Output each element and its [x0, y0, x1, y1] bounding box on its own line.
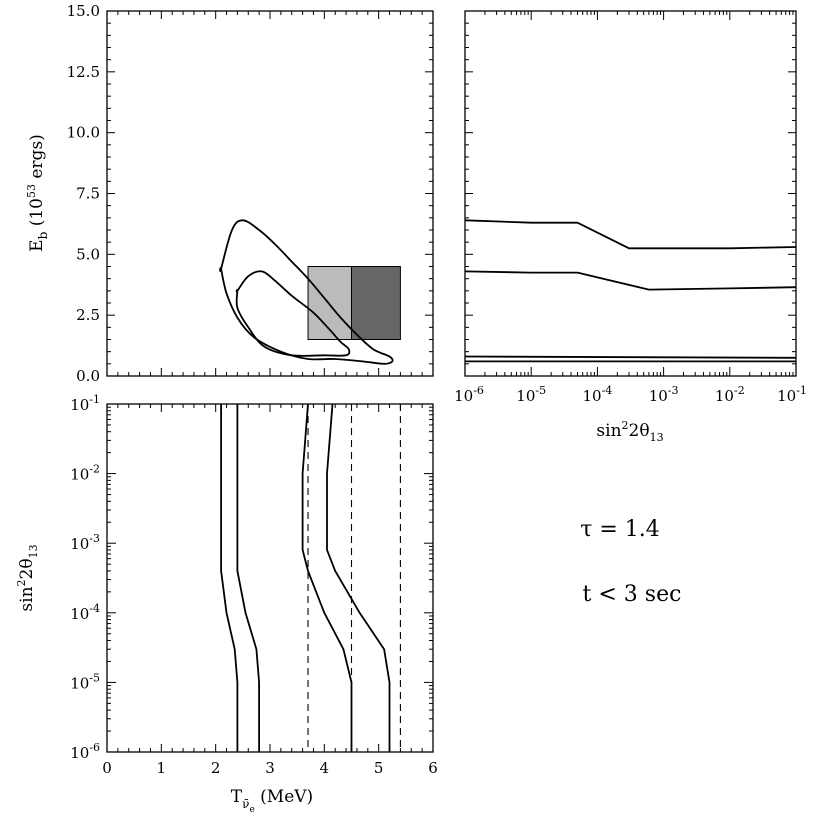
- x-axis-label: sin22θ13: [596, 419, 663, 444]
- x-tick-label: 10-4: [582, 384, 612, 405]
- x-tick-label: 10-1: [777, 384, 807, 405]
- y-tick-label: 2.5: [76, 306, 100, 324]
- series-line: [464, 355, 797, 359]
- y-tick-label: 10-2: [70, 463, 100, 484]
- x-tick-label: 0: [102, 759, 112, 777]
- y-tick-label: 10.0: [67, 124, 100, 142]
- x-tick-label: 6: [428, 759, 438, 777]
- series-line: [220, 404, 239, 752]
- y-tick-label: 5.0: [76, 245, 100, 263]
- panel-bottom-left-frame: [106, 403, 434, 753]
- y-tick-label: 10-5: [70, 671, 100, 692]
- y-tick-label: 15.0: [67, 2, 100, 20]
- x-tick-label: 10-6: [454, 384, 484, 405]
- y-tick-label: 10-3: [70, 532, 100, 553]
- x-tick-label: 3: [265, 759, 275, 777]
- light-box: [307, 266, 352, 340]
- y-axis-label: sin22θ13: [15, 544, 40, 611]
- tau-annotation: τ = 1.4: [580, 517, 660, 542]
- y-tick-label: 10-4: [70, 602, 100, 623]
- dark-box: [351, 266, 401, 340]
- series-line: [326, 403, 391, 752]
- series-line: [464, 270, 797, 291]
- y-tick-label: 10-6: [70, 741, 100, 762]
- y-tick-label: 7.5: [76, 185, 100, 203]
- panel-top-right-frame: [464, 10, 797, 377]
- y-tick-label: 0.0: [76, 367, 100, 385]
- contour-inner: [235, 270, 351, 357]
- x-tick-label: 5: [374, 759, 384, 777]
- x-tick-label: 10-2: [715, 384, 745, 405]
- y-tick-label: 12.5: [67, 63, 100, 81]
- x-tick-label: 10-5: [516, 384, 546, 405]
- x-tick-label: 1: [157, 759, 167, 777]
- time-annotation: t < 3 sec: [583, 582, 682, 607]
- y-axis-label: Eb (1053 ergs): [25, 134, 50, 252]
- x-tick-label: 4: [320, 759, 330, 777]
- x-tick-label: 2: [211, 759, 221, 777]
- series-line: [301, 403, 353, 752]
- x-axis-label: Tν̄e (MeV): [231, 787, 313, 815]
- series-line: [236, 404, 260, 752]
- x-tick-label: 10-3: [649, 384, 679, 405]
- series-line: [464, 219, 797, 250]
- contour-outer: [219, 219, 394, 365]
- y-tick-label: 10-1: [70, 393, 100, 414]
